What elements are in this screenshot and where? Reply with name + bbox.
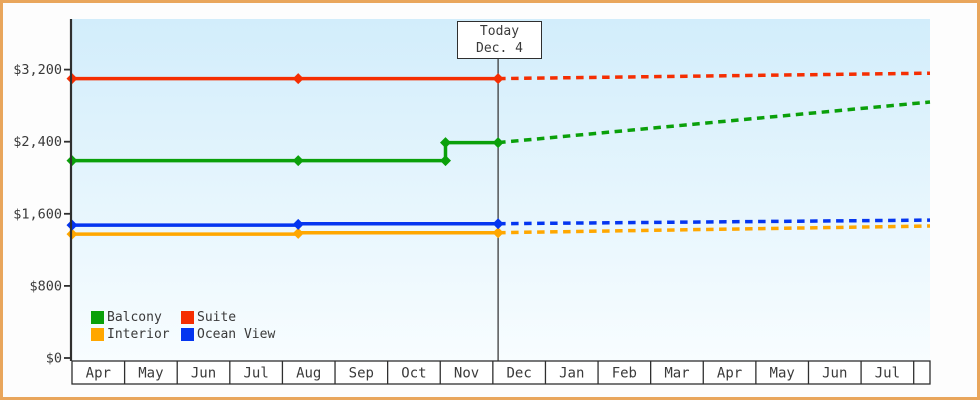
month-label: Jul bbox=[875, 366, 900, 382]
legend-item-interior: Interior bbox=[91, 327, 181, 342]
data-point-marker bbox=[492, 73, 504, 85]
series-forecast-suite bbox=[498, 71, 931, 81]
y-tick-label: $800 bbox=[29, 278, 62, 294]
today-annotation-box: Today Dec. 4 bbox=[457, 21, 542, 59]
legend-swatch bbox=[91, 328, 104, 341]
series-forecast-balcony bbox=[497, 100, 931, 145]
data-point-marker bbox=[492, 218, 504, 230]
month-label: Sep bbox=[349, 366, 374, 382]
data-point-marker bbox=[292, 155, 304, 167]
legend-item-suite: Suite bbox=[181, 310, 275, 325]
month-label: Jun bbox=[191, 366, 216, 382]
data-point-marker bbox=[292, 218, 304, 230]
month-label: Apr bbox=[86, 366, 111, 382]
series-forecast-ocean-view bbox=[498, 218, 931, 226]
month-label: Jan bbox=[559, 366, 584, 382]
data-point-marker bbox=[292, 227, 304, 239]
data-point-marker bbox=[440, 155, 452, 167]
data-point-marker bbox=[292, 73, 304, 85]
month-axis-row bbox=[71, 360, 931, 385]
month-label: Apr bbox=[717, 366, 742, 382]
data-point-marker bbox=[492, 227, 504, 239]
legend-label: Ocean View bbox=[197, 327, 276, 342]
month-label: Aug bbox=[296, 366, 321, 382]
month-label: Feb bbox=[612, 366, 637, 382]
month-label: Dec bbox=[507, 366, 532, 382]
month-label: Jun bbox=[822, 366, 847, 382]
month-label: Mar bbox=[664, 366, 689, 382]
series-forecast-interior bbox=[498, 224, 931, 235]
month-label: Oct bbox=[401, 366, 426, 382]
legend-item-ocean-view: Ocean View bbox=[181, 327, 275, 342]
month-label: Jul bbox=[243, 366, 268, 382]
series-history-interior bbox=[72, 230, 499, 236]
legend-swatch bbox=[181, 311, 194, 324]
legend-label: Suite bbox=[197, 310, 237, 325]
legend-swatch bbox=[91, 311, 104, 324]
y-tick-label: $0 bbox=[46, 351, 62, 367]
month-label: Nov bbox=[454, 366, 479, 382]
y-tick-label: $3,200 bbox=[13, 62, 62, 78]
legend: Balcony Suite Interior Ocean View bbox=[91, 310, 275, 342]
legend-item-balcony: Balcony bbox=[91, 310, 181, 325]
legend-label: Interior bbox=[107, 327, 170, 342]
legend-label: Balcony bbox=[107, 310, 162, 325]
today-label: Today bbox=[479, 24, 520, 39]
data-point-marker bbox=[440, 137, 452, 149]
month-label: May bbox=[138, 366, 163, 382]
series-history-ocean-view bbox=[72, 221, 499, 227]
y-tick-label: $1,600 bbox=[13, 206, 62, 222]
month-label: May bbox=[770, 366, 795, 382]
data-point-marker bbox=[492, 137, 504, 149]
y-tick-label: $2,400 bbox=[13, 134, 62, 150]
legend-swatch bbox=[181, 328, 194, 341]
today-date: Dec. 4 bbox=[476, 41, 523, 56]
